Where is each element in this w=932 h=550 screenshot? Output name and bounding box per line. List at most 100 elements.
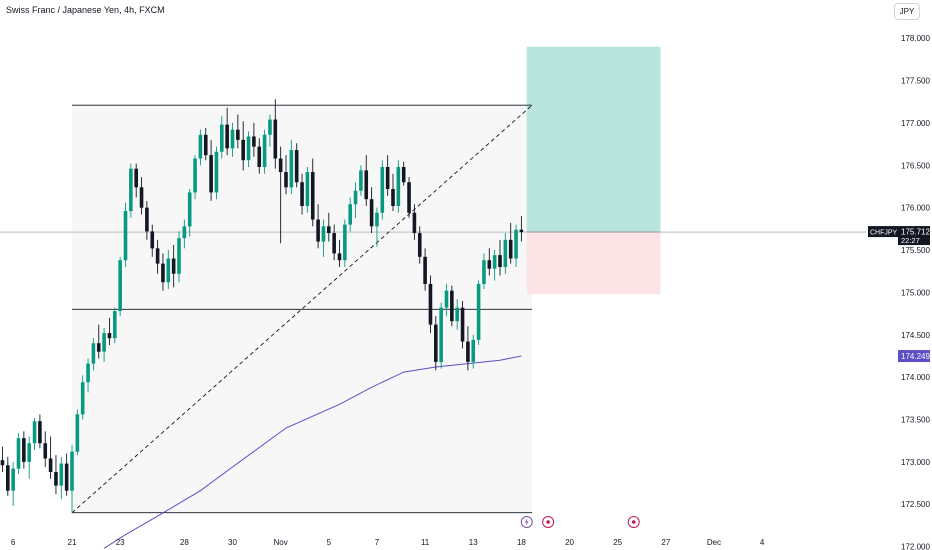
candle — [434, 316, 438, 371]
candle — [145, 200, 149, 240]
candle — [236, 114, 240, 149]
candle — [193, 155, 197, 200]
candle — [482, 253, 486, 290]
time-tick-label: 13 — [469, 538, 478, 547]
candle — [64, 453, 69, 496]
candle — [225, 107, 229, 156]
candle — [294, 143, 299, 188]
candle — [359, 165, 363, 196]
symbol-tag-text: CHFJPY — [870, 230, 898, 237]
candle — [337, 239, 342, 267]
dot-icon — [631, 520, 636, 524]
candle — [412, 204, 417, 240]
candle — [498, 239, 502, 276]
candle — [102, 327, 106, 362]
candle — [11, 461, 15, 506]
candle — [38, 414, 42, 449]
candle — [262, 129, 267, 174]
loss-zone[interactable] — [526, 232, 661, 295]
price-tick-label: 175.500 — [901, 246, 930, 255]
chart-title: Swiss Franc / Japanese Yen, 4h, FXCM — [6, 5, 165, 15]
candle — [460, 300, 465, 349]
candle — [375, 207, 379, 247]
candle — [391, 173, 395, 212]
candle — [396, 160, 401, 213]
candle — [450, 285, 454, 327]
candle — [353, 182, 358, 218]
time-tick-label: 5 — [327, 538, 332, 547]
last-price-value: 175.712 — [901, 228, 930, 237]
candle — [43, 431, 48, 467]
candle — [257, 138, 262, 174]
candle — [161, 253, 165, 291]
candle — [139, 177, 144, 215]
candle — [423, 248, 427, 291]
candle — [16, 433, 21, 474]
time-tick-label: Dec — [707, 538, 721, 547]
candle — [118, 256, 122, 317]
candle — [401, 161, 406, 186]
candle — [182, 219, 187, 249]
dot-icon — [546, 520, 550, 524]
bar-countdown: 22:27 — [901, 236, 920, 245]
candle — [6, 456, 10, 496]
candle — [187, 189, 192, 237]
candle — [289, 139, 294, 195]
candle — [32, 417, 37, 451]
candle — [444, 283, 449, 317]
candle — [0, 446, 5, 473]
candle — [155, 239, 160, 274]
candle — [214, 146, 219, 200]
time-tick-label: 21 — [68, 538, 77, 547]
price-tick-label: 173.000 — [901, 458, 930, 467]
candle — [177, 231, 181, 283]
time-tick-label: 23 — [116, 538, 125, 547]
candle — [487, 248, 492, 276]
time-tick-label: Nov — [274, 538, 288, 547]
candle — [166, 250, 171, 290]
candle — [519, 216, 524, 242]
candle — [75, 409, 80, 456]
time-tick-label: 28 — [180, 538, 189, 547]
candle — [96, 324, 101, 359]
candle — [417, 226, 422, 264]
candle — [171, 244, 176, 288]
time-tick-label: 4 — [760, 538, 765, 547]
candle — [310, 158, 315, 227]
candle — [203, 128, 208, 161]
candle — [380, 160, 385, 220]
trend-line[interactable] — [71, 104, 533, 514]
candle — [503, 233, 508, 274]
currency-button[interactable]: JPY — [894, 3, 920, 20]
candle — [327, 212, 331, 242]
candle — [123, 202, 128, 267]
price-tick-label: 173.500 — [901, 416, 930, 425]
ma-value-text: 174.249 — [901, 352, 930, 361]
candle — [300, 173, 304, 215]
price-tick-label: 175.000 — [901, 288, 930, 297]
price-tick-label: 177.000 — [901, 119, 930, 128]
candle — [369, 187, 374, 234]
candle — [316, 204, 320, 249]
price-tick-label: 177.500 — [901, 77, 930, 86]
candle — [129, 163, 133, 218]
candle — [80, 375, 85, 420]
time-tick-label: 11 — [421, 538, 430, 547]
profit-zone[interactable] — [526, 46, 661, 233]
candle — [471, 334, 476, 369]
price-tick-label: 172.500 — [901, 500, 930, 509]
price-tick-label: 172.000 — [901, 543, 930, 550]
candle — [86, 358, 90, 393]
candle — [198, 129, 203, 166]
candle — [332, 224, 336, 261]
candle — [476, 280, 481, 345]
symbol-tag — [868, 226, 898, 238]
candle — [273, 99, 278, 169]
candle — [220, 116, 224, 159]
candle — [348, 197, 352, 232]
ma-value-tag — [898, 350, 930, 363]
candle — [514, 224, 518, 267]
price-tick-label: 174.500 — [901, 331, 930, 340]
candle — [428, 275, 433, 334]
